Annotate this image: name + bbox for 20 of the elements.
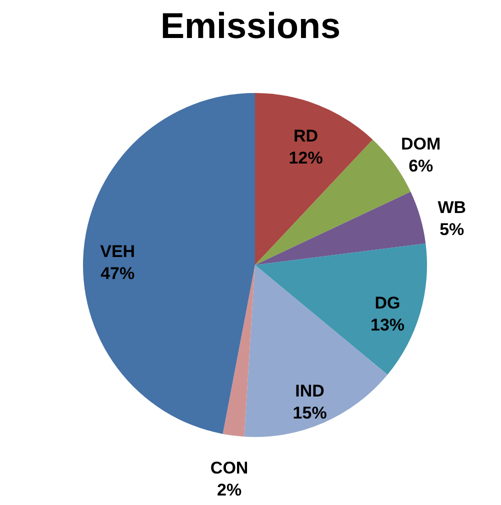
data-label: 15%: [292, 404, 327, 423]
pie-slice: [255, 192, 426, 265]
data-label: 13%: [370, 316, 405, 334]
slice-label: DOM: [401, 134, 441, 154]
data-label: 6%: [408, 156, 434, 176]
slice-label: VEH: [100, 242, 136, 262]
slice-label: CON: [210, 458, 248, 478]
slice-label: IND: [295, 382, 324, 401]
pie-slice: [255, 243, 427, 375]
pie-slice: [83, 93, 255, 434]
data-label: 2%: [217, 480, 242, 500]
data-label: 47%: [100, 264, 135, 284]
pie-slice: [222, 265, 255, 437]
data-label: 12%: [288, 148, 323, 168]
pie-slice: [255, 93, 373, 265]
data-label: 5%: [440, 220, 464, 239]
slice-label: RD: [294, 126, 318, 146]
slice-label: WB: [438, 198, 466, 217]
slice-label: DG: [374, 294, 400, 312]
chart-title: Emissions: [160, 5, 341, 46]
